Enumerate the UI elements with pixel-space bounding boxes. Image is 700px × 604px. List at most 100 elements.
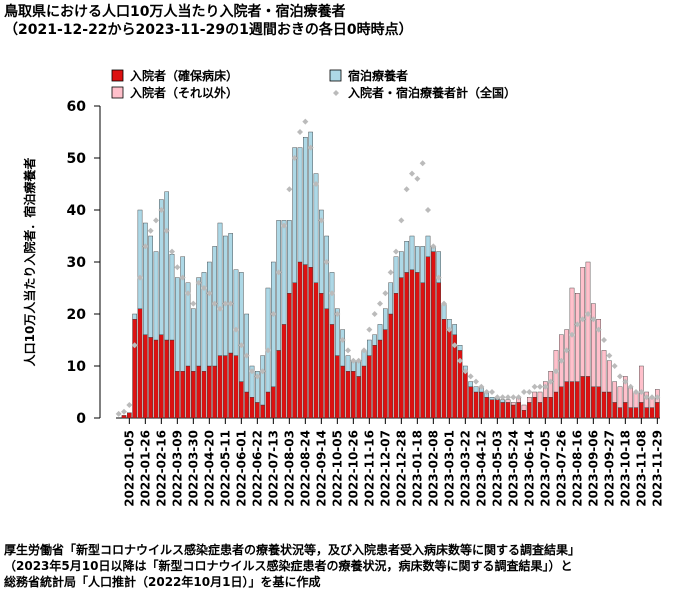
point	[521, 389, 527, 395]
point	[563, 347, 570, 354]
point	[313, 181, 319, 187]
bar	[281, 220, 287, 325]
bar	[463, 371, 468, 419]
bar	[174, 277, 180, 372]
point	[654, 394, 661, 401]
point	[265, 347, 271, 354]
point	[281, 222, 287, 229]
point	[259, 368, 266, 375]
bar	[142, 222, 148, 336]
bar	[399, 251, 404, 278]
x-tick-label: 2022-01-05	[122, 430, 136, 507]
bar	[174, 371, 180, 419]
point	[526, 389, 533, 395]
bar	[303, 264, 308, 419]
point	[590, 316, 597, 323]
point	[201, 285, 207, 291]
point	[595, 326, 602, 333]
point	[275, 269, 282, 276]
x-tick-label: 2022-03-30	[186, 430, 200, 507]
bar	[158, 334, 164, 419]
bar	[319, 293, 324, 419]
point	[569, 331, 575, 338]
x-tick-label: 2022-02-16	[154, 430, 168, 507]
bar	[169, 253, 175, 341]
bar	[473, 386, 479, 393]
point	[361, 347, 367, 354]
bar	[222, 355, 228, 419]
bar	[564, 381, 569, 419]
bar	[254, 402, 260, 419]
point	[617, 373, 623, 380]
bar	[420, 246, 425, 283]
y-tick-label: 50	[67, 151, 87, 167]
bar	[206, 365, 212, 419]
x-tick-label: 2023-08-16	[570, 430, 584, 507]
bar	[527, 397, 532, 403]
bar	[623, 402, 628, 419]
bar	[441, 319, 447, 419]
bar	[169, 339, 175, 419]
bar	[201, 371, 207, 419]
point	[387, 269, 394, 276]
bar	[356, 376, 361, 419]
bar	[415, 246, 420, 273]
point	[649, 394, 655, 401]
source-line: （2023年5月10日以降は「新型コロナウイルス感染症患者の療養状況，病床数等に…	[4, 558, 572, 573]
bar	[425, 235, 431, 257]
bar	[185, 282, 191, 367]
bar	[628, 386, 633, 408]
point	[323, 259, 330, 265]
bar	[383, 308, 388, 330]
point	[211, 300, 218, 307]
x-tick-label: 2022-10-05	[330, 430, 344, 507]
y-axis-label: 人口10万人当たり入院者．宿泊療養者	[22, 158, 37, 367]
bar	[164, 191, 170, 341]
bar	[335, 355, 340, 419]
bar	[185, 365, 191, 419]
point	[163, 227, 170, 234]
x-tick-label: 2022-06-22	[250, 430, 264, 507]
bar	[655, 402, 660, 419]
point	[243, 352, 250, 359]
point	[366, 326, 373, 333]
bar	[121, 415, 127, 419]
bar	[575, 381, 580, 419]
point	[227, 300, 234, 307]
bar	[479, 391, 484, 419]
bar	[537, 391, 543, 403]
x-tick-label: 2023-03-22	[458, 430, 472, 507]
bar	[633, 407, 639, 419]
point	[542, 383, 549, 390]
point	[270, 311, 277, 317]
y-tick-label: 20	[67, 307, 87, 323]
bar	[377, 339, 383, 419]
x-tick-label: 2023-06-14	[522, 430, 536, 507]
point	[147, 227, 154, 234]
bar	[585, 261, 591, 377]
bar	[345, 355, 351, 372]
bar	[148, 235, 154, 338]
bar	[222, 235, 228, 356]
bar	[601, 350, 607, 393]
bar	[180, 371, 186, 419]
bar	[612, 402, 617, 419]
bar	[319, 209, 324, 294]
bar	[142, 334, 148, 419]
bar	[612, 381, 617, 403]
point	[206, 290, 213, 297]
point	[489, 389, 495, 395]
point	[238, 342, 245, 349]
bar	[276, 220, 281, 351]
bar	[468, 381, 473, 388]
bar	[553, 391, 559, 419]
bar	[473, 391, 479, 419]
point	[430, 243, 437, 250]
point	[553, 368, 559, 375]
bar	[484, 397, 489, 419]
bar	[399, 277, 404, 419]
bar	[265, 391, 271, 419]
bar	[548, 397, 553, 419]
bar	[335, 308, 340, 356]
bar	[425, 256, 431, 419]
